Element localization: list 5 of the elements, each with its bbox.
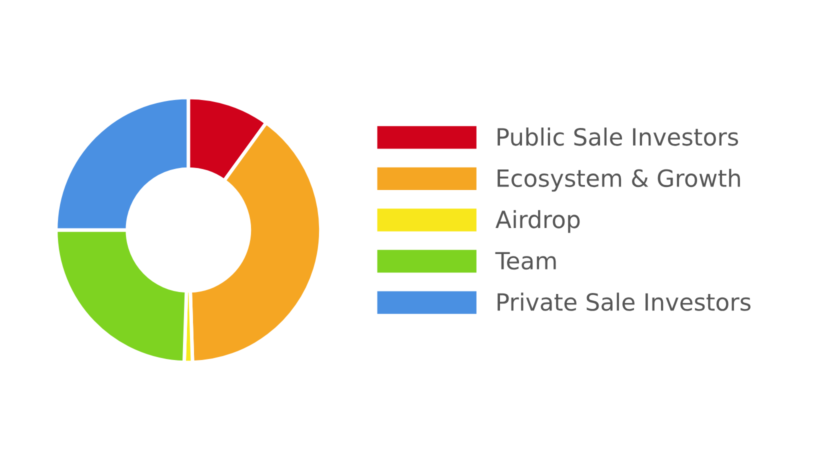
legend-label: Airdrop <box>496 210 580 233</box>
legend-label: Private Sale Investors <box>498 292 751 311</box>
legend-label: Public Sale Investors <box>498 128 738 146</box>
legend-label: Team <box>495 252 556 270</box>
legend-label: Ecosystem & Growth <box>498 168 740 192</box>
